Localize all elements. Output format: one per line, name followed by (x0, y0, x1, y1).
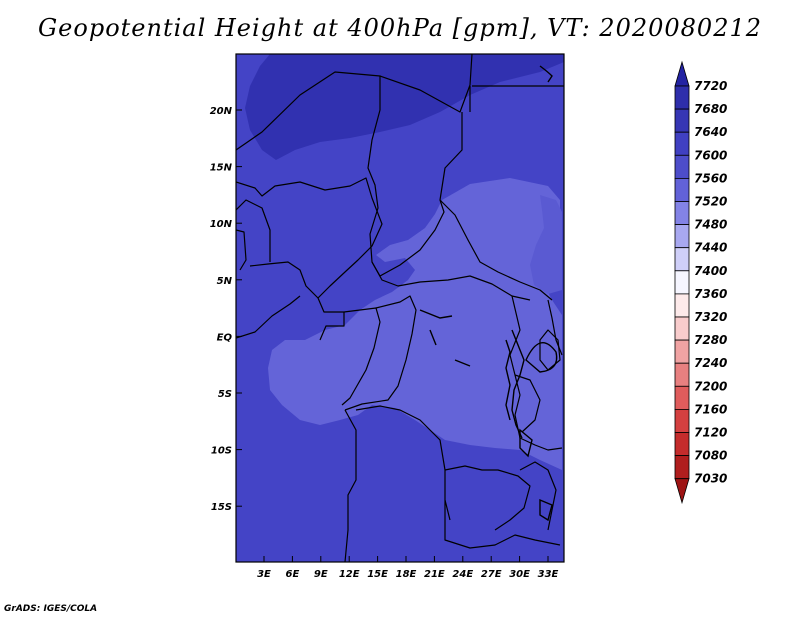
colorbar-label-7440: 7440 (694, 241, 727, 255)
lon-label-12e: 12E (339, 569, 360, 580)
field-low-center (268, 178, 562, 470)
lon-label-24e: 24E (452, 569, 473, 580)
colorbar-label-7030: 7030 (694, 472, 727, 486)
map-frame (235, 53, 565, 563)
colorbar-swatch (674, 108, 690, 133)
lat-label-20n: 20N (210, 106, 233, 117)
lat-label-eq: EQ (217, 332, 233, 343)
colorbar-swatch (674, 385, 690, 410)
colorbar-swatch (674, 408, 690, 433)
colorbar-swatch (674, 362, 690, 387)
country-borders (236, 54, 564, 562)
lon-label-18e: 18E (396, 569, 417, 580)
colorbar-top-arrow (674, 60, 690, 87)
colorbar-label-7520: 7520 (694, 195, 727, 209)
lon-label-21e: 21E (424, 569, 445, 580)
colorbar-label-7320: 7320 (694, 310, 727, 324)
colorbar-label-7240: 7240 (694, 356, 727, 370)
lon-label-30e: 30E (509, 569, 530, 580)
colorbar-swatch (674, 201, 690, 226)
colorbar-label-7080: 7080 (694, 449, 727, 463)
colorbar-label-7280: 7280 (694, 333, 727, 347)
colorbar-swatch (674, 432, 690, 457)
colorbar-label-7640: 7640 (694, 125, 727, 139)
colorbar-label-7360: 7360 (694, 287, 727, 301)
map-plot-area (236, 54, 564, 562)
lon-label-27e: 27E (481, 569, 502, 580)
colorbar-label-7400: 7400 (694, 264, 727, 278)
colorbar-label-7600: 7600 (694, 148, 727, 162)
field-low-east (530, 195, 562, 294)
colorbar-swatch (674, 316, 690, 341)
colorbar-label-7200: 7200 (694, 379, 727, 393)
colorbar-swatch (674, 85, 690, 110)
colorbar-swatch (674, 247, 690, 272)
colorbar-swatch (674, 339, 690, 364)
colorbar: 7720 7680 7640 7600 7560 7520 7480 7440 7400 7360… (674, 60, 727, 505)
water-bodies (419, 65, 558, 522)
lat-label-10s: 10S (211, 446, 232, 457)
colorbar-label-7720: 7720 (694, 79, 727, 93)
colorbar-label-7120: 7120 (694, 426, 727, 440)
lon-axis: 3E 6E 9E 12E 15E 18E 21E 24E 27E 30E 33E (257, 556, 559, 580)
lon-label-9e: 9E (314, 569, 328, 580)
colorbar-swatch (674, 270, 690, 295)
lat-label-15n: 15N (210, 163, 233, 174)
colorbar-swatch (674, 131, 690, 156)
lat-label-5s: 5S (218, 389, 232, 400)
lat-label-10n: 10N (210, 219, 233, 230)
colorbar-swatch (674, 455, 690, 480)
colorbar-label-7680: 7680 (694, 102, 727, 116)
colorbar-label-7160: 7160 (694, 402, 727, 416)
lat-label-5n: 5N (217, 276, 233, 287)
colorbar-swatch (674, 293, 690, 318)
colorbar-bottom-arrow (674, 478, 690, 505)
lat-axis: 20N 15N 10N 5N EQ 5S 10S 15S (210, 106, 242, 513)
lat-label-15s: 15S (211, 502, 232, 513)
colorbar-swatch (674, 224, 690, 249)
colorbar-swatch (674, 177, 690, 202)
colorbar-label-7560: 7560 (694, 171, 727, 185)
colorbar-swatch (674, 154, 690, 179)
lon-label-3e: 3E (257, 569, 271, 580)
lon-label-6e: 6E (286, 569, 300, 580)
lon-label-33e: 33E (538, 569, 559, 580)
colorbar-label-7480: 7480 (694, 218, 727, 232)
lon-label-15e: 15E (367, 569, 388, 580)
grads-credit: GrADS: IGES/COLA (4, 604, 98, 614)
field-north-high (245, 54, 564, 160)
map-title: Geopotential Height at 400hPa [gpm], VT:… (38, 14, 762, 42)
